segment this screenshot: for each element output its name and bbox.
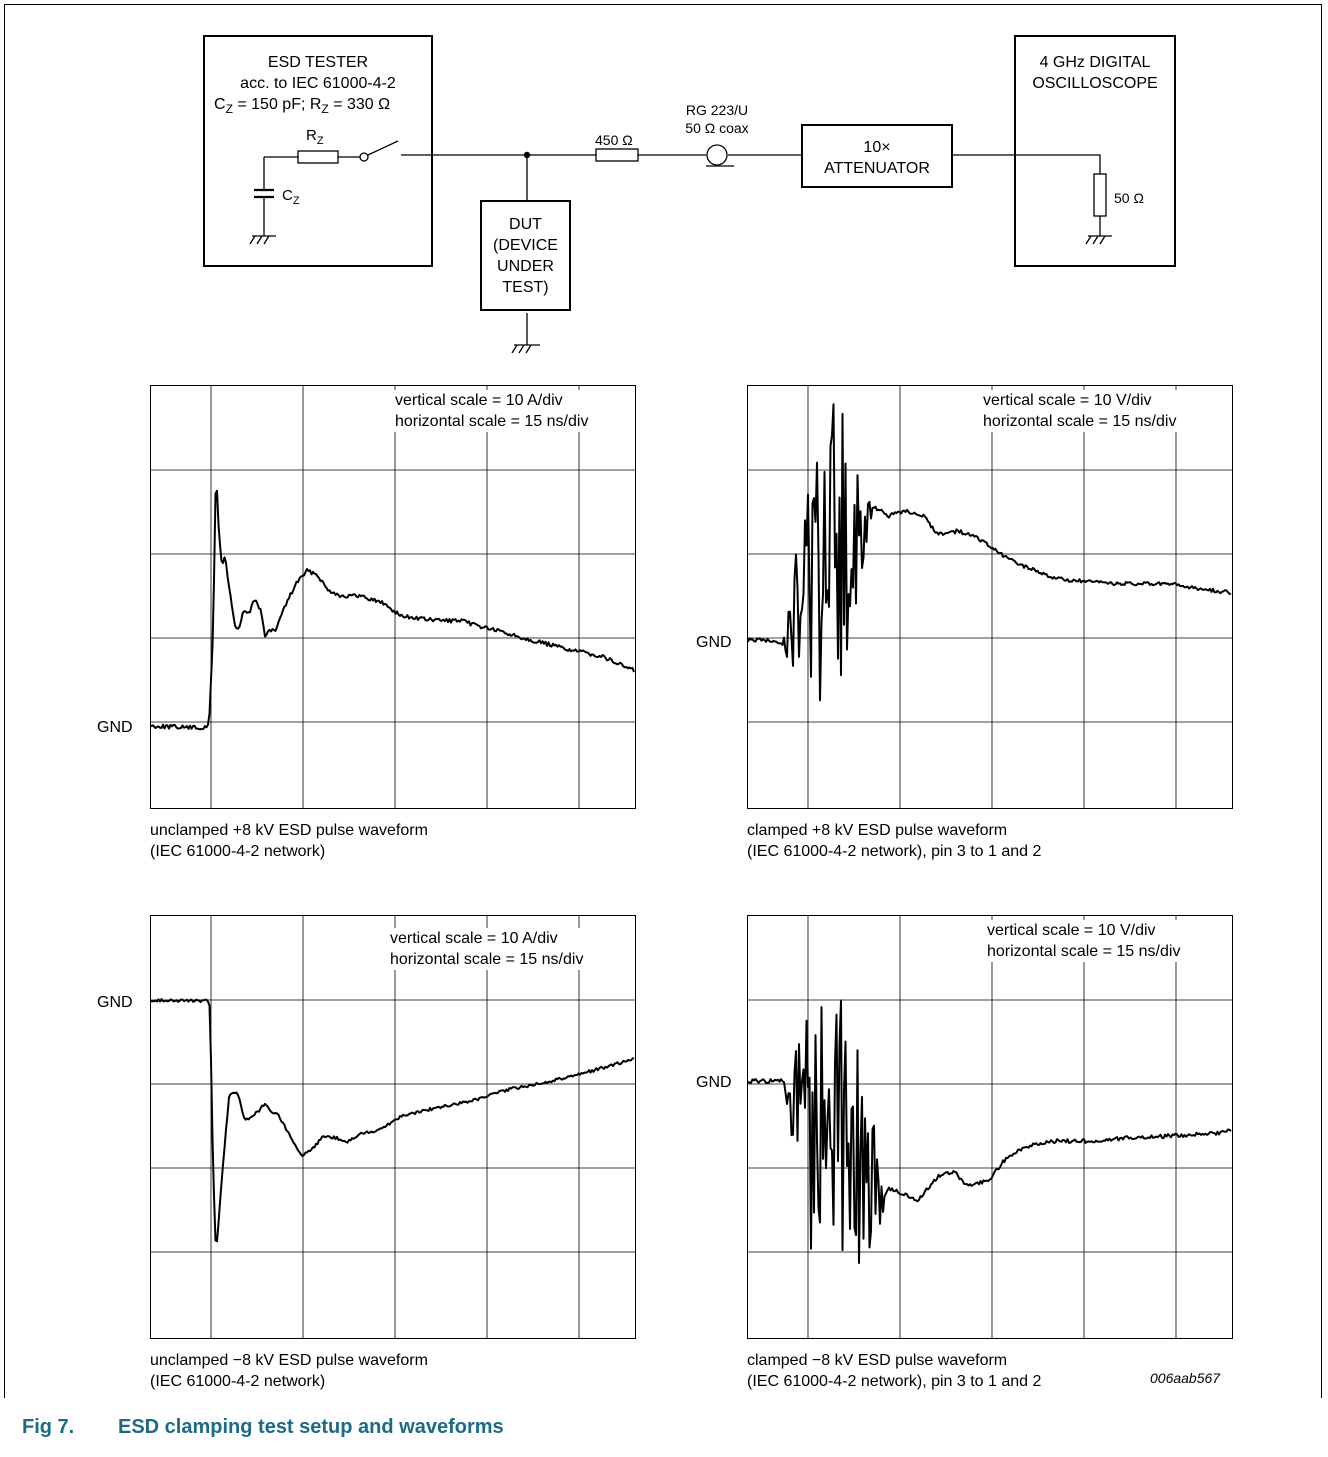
caption-clamped-positive: clamped +8 kV ESD pulse waveform (IEC 61… bbox=[747, 820, 1041, 862]
attenuator-line-2: ATTENUATOR bbox=[824, 160, 930, 177]
horizontal-scale: horizontal scale = 15 ns/div bbox=[983, 413, 1177, 430]
scale-info: vertical scale = 10 V/div horizontal sca… bbox=[985, 920, 1183, 962]
rz-label-subscript: Z bbox=[316, 135, 324, 147]
esd-tester-box bbox=[203, 35, 433, 267]
scale-info: vertical scale = 10 A/div horizontal sca… bbox=[393, 390, 591, 432]
coax-line-1: RG 223/U bbox=[685, 102, 749, 118]
cz-subscript: Z bbox=[225, 102, 233, 117]
plot-unclamped-positive: vertical scale = 10 A/div horizontal sca… bbox=[150, 385, 636, 809]
series-resistor-label: 450 Ω bbox=[595, 132, 633, 148]
gnd-label: GND bbox=[97, 719, 133, 736]
rz-label-symbol: R bbox=[306, 127, 317, 144]
coax-line-2: 50 Ω coax bbox=[685, 120, 749, 136]
dut-line-4: TEST) bbox=[502, 279, 549, 296]
caption-line-2: (IEC 61000-4-2 network) bbox=[150, 1373, 326, 1390]
dut-line-3: UNDER bbox=[497, 258, 554, 275]
figure-code: 006aab567 bbox=[1150, 1370, 1221, 1386]
caption-line-2: (IEC 61000-4-2 network) bbox=[150, 843, 326, 860]
oscilloscope-line-1: 4 GHz DIGITAL bbox=[1039, 54, 1151, 71]
waveform-line bbox=[151, 998, 635, 1243]
caption-clamped-negative: clamped −8 kV ESD pulse waveform (IEC 61… bbox=[747, 1350, 1041, 1392]
plot-unclamped-negative: vertical scale = 10 A/div horizontal sca… bbox=[150, 915, 636, 1339]
vertical-scale: vertical scale = 10 V/div bbox=[987, 922, 1156, 939]
caption-line-1: clamped +8 kV ESD pulse waveform bbox=[747, 822, 1008, 839]
vertical-scale: vertical scale = 10 A/div bbox=[390, 930, 558, 947]
caption-line-1: unclamped +8 kV ESD pulse waveform bbox=[150, 822, 428, 839]
oscilloscope-line-2: OSCILLOSCOPE bbox=[1032, 75, 1158, 92]
scale-info: vertical scale = 10 A/div horizontal sca… bbox=[388, 928, 586, 970]
attenuator-box: 10× ATTENUATOR bbox=[801, 124, 953, 188]
cz-symbol: C bbox=[214, 96, 226, 113]
dut-box: DUT (DEVICE UNDER TEST) bbox=[480, 200, 571, 311]
caption-line-2: (IEC 61000-4-2 network), pin 3 to 1 and … bbox=[747, 843, 1042, 860]
esd-tester-params: CZ = 150 pF; RZ = 330 Ω bbox=[214, 94, 390, 120]
caption-line-1: clamped −8 kV ESD pulse waveform bbox=[747, 1352, 1008, 1369]
oscilloscope-box bbox=[1014, 35, 1176, 267]
vertical-scale: vertical scale = 10 V/div bbox=[983, 392, 1152, 409]
waveform-line bbox=[748, 999, 1232, 1264]
figure-number: Fig 7. bbox=[22, 1416, 75, 1438]
cz-value: = 150 pF; bbox=[237, 96, 306, 113]
caption-line-2: (IEC 61000-4-2 network), pin 3 to 1 and … bbox=[747, 1373, 1042, 1390]
attenuator-line-1: 10× bbox=[863, 139, 891, 156]
load-resistor-label: 50 Ω bbox=[1114, 190, 1144, 206]
rz-subscript: Z bbox=[321, 102, 329, 117]
cz-label-subscript: Z bbox=[292, 195, 300, 207]
gnd-label: GND bbox=[696, 1074, 732, 1091]
waveform-line bbox=[748, 403, 1232, 702]
plot-grid bbox=[151, 386, 635, 808]
horizontal-scale: horizontal scale = 15 ns/div bbox=[390, 951, 584, 968]
caption-unclamped-positive: unclamped +8 kV ESD pulse waveform (IEC … bbox=[150, 820, 428, 862]
rz-symbol: R bbox=[309, 96, 322, 113]
caption-line-1: unclamped −8 kV ESD pulse waveform bbox=[150, 1352, 428, 1369]
plot-grid bbox=[151, 916, 635, 1338]
dut-line-1: DUT bbox=[509, 216, 542, 233]
scale-info: vertical scale = 10 V/div horizontal sca… bbox=[981, 390, 1179, 432]
oscilloscope-label: 4 GHz DIGITAL OSCILLOSCOPE bbox=[1016, 52, 1174, 94]
figure-frame bbox=[4, 4, 1322, 1398]
coax-label: RG 223/U 50 Ω coax bbox=[672, 101, 762, 137]
figure-title: ESD clamping test setup and waveforms bbox=[118, 1416, 504, 1438]
plot-clamped-positive: vertical scale = 10 V/div horizontal sca… bbox=[747, 385, 1233, 809]
vertical-scale: vertical scale = 10 A/div bbox=[395, 392, 563, 409]
plot-grid bbox=[748, 916, 1232, 1338]
waveform-trace bbox=[151, 998, 635, 1243]
dut-line-2: (DEVICE bbox=[493, 237, 558, 254]
esd-tester-title: ESD TESTER bbox=[267, 54, 369, 71]
horizontal-scale: horizontal scale = 15 ns/div bbox=[987, 943, 1181, 960]
gnd-label: GND bbox=[97, 994, 133, 1011]
waveform-line bbox=[151, 489, 635, 731]
cz-label-symbol: C bbox=[282, 187, 293, 204]
gnd-label: GND bbox=[696, 634, 732, 651]
rz-label: RZ bbox=[306, 126, 324, 151]
horizontal-scale: horizontal scale = 15 ns/div bbox=[395, 413, 589, 430]
rz-value: = 330 Ω bbox=[333, 96, 391, 113]
plot-clamped-negative: vertical scale = 10 V/div horizontal sca… bbox=[747, 915, 1233, 1339]
waveform-trace bbox=[151, 489, 635, 731]
figure-caption: Fig 7. ESD clamping test setup and wavefo… bbox=[22, 1416, 504, 1439]
esd-tester-standard: acc. to IEC 61000-4-2 bbox=[240, 75, 396, 92]
caption-unclamped-negative: unclamped −8 kV ESD pulse waveform (IEC … bbox=[150, 1350, 428, 1392]
schematic-wiring bbox=[249, 140, 1112, 354]
cz-label: CZ bbox=[282, 186, 300, 211]
waveform-trace bbox=[748, 403, 1232, 702]
waveform-trace bbox=[748, 999, 1232, 1264]
